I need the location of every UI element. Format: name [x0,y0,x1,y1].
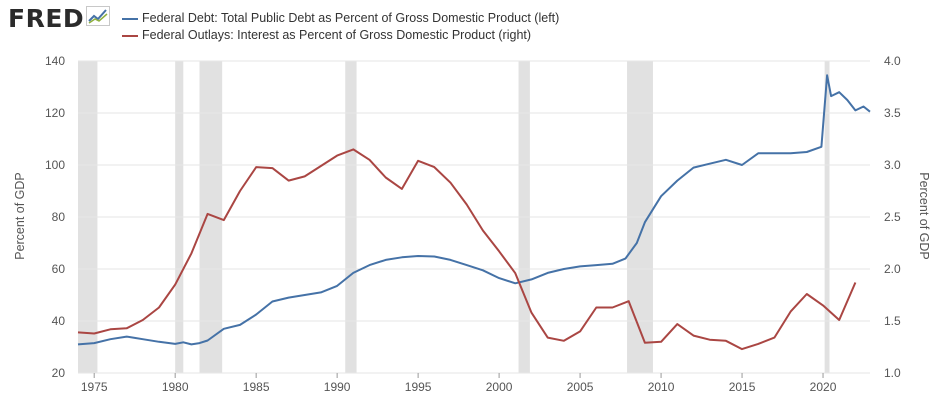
left-tick-label: 120 [45,106,65,120]
x-tick-label: 2010 [648,380,675,394]
left-tick-label: 140 [45,54,65,68]
legend-swatch-debt [122,17,138,20]
right-tick-label: 1.0 [884,366,901,380]
right-tick-label: 2.5 [884,210,901,224]
legend-item-debt[interactable]: Federal Debt: Total Public Debt as Perce… [122,10,559,27]
x-tick-label: 1975 [81,380,108,394]
x-axis-ticks: 1975 1980 1985 1990 1995 2000 2005 2010 2015 2020 [81,373,837,394]
right-tick-label: 3.0 [884,158,901,172]
right-tick-label: 4.0 [884,54,901,68]
x-tick-label: 1990 [324,380,351,394]
x-tick-label: 2000 [486,380,513,394]
x-tick-label: 2005 [567,380,594,394]
right-tick-label: 1.5 [884,314,901,328]
left-tick-label: 60 [52,262,66,276]
left-tick-label: 100 [45,158,65,172]
left-axis-ticks: 20 40 60 80 100 120 140 [45,54,65,380]
series-lines [77,74,871,351]
legend-item-outlays[interactable]: Federal Outlays: Interest as Percent of … [122,27,559,44]
x-tick-label: 2015 [729,380,756,394]
x-tick-label: 1980 [162,380,189,394]
x-tick-label: 2020 [810,380,837,394]
x-tick-label: 1985 [243,380,270,394]
legend-label-debt: Federal Debt: Total Public Debt as Perce… [142,11,560,25]
left-axis-title: Percent of GDP [13,172,27,260]
right-axis-title: Percent of GDP [917,172,931,260]
outlays-series-line [77,148,857,351]
legend-label-outlays: Federal Outlays: Interest as Percent of … [142,28,532,42]
debt-series-line [77,74,871,346]
legend-swatch-outlays [122,34,138,37]
right-tick-label: 2.0 [884,262,901,276]
fred-logo[interactable]: FRED [8,4,111,33]
legend: Federal Debt: Total Public Debt as Perce… [122,10,559,44]
left-tick-label: 80 [52,210,66,224]
left-tick-label: 40 [52,314,66,328]
sparkline-icon [86,6,111,31]
right-axis-ticks: 1.0 1.5 2.0 2.5 3.0 3.5 4.0 [884,54,901,380]
right-tick-label: 3.5 [884,106,901,120]
left-tick-label: 20 [52,366,66,380]
x-tick-label: 1995 [405,380,432,394]
brand-wordmark: FRED [8,4,85,33]
